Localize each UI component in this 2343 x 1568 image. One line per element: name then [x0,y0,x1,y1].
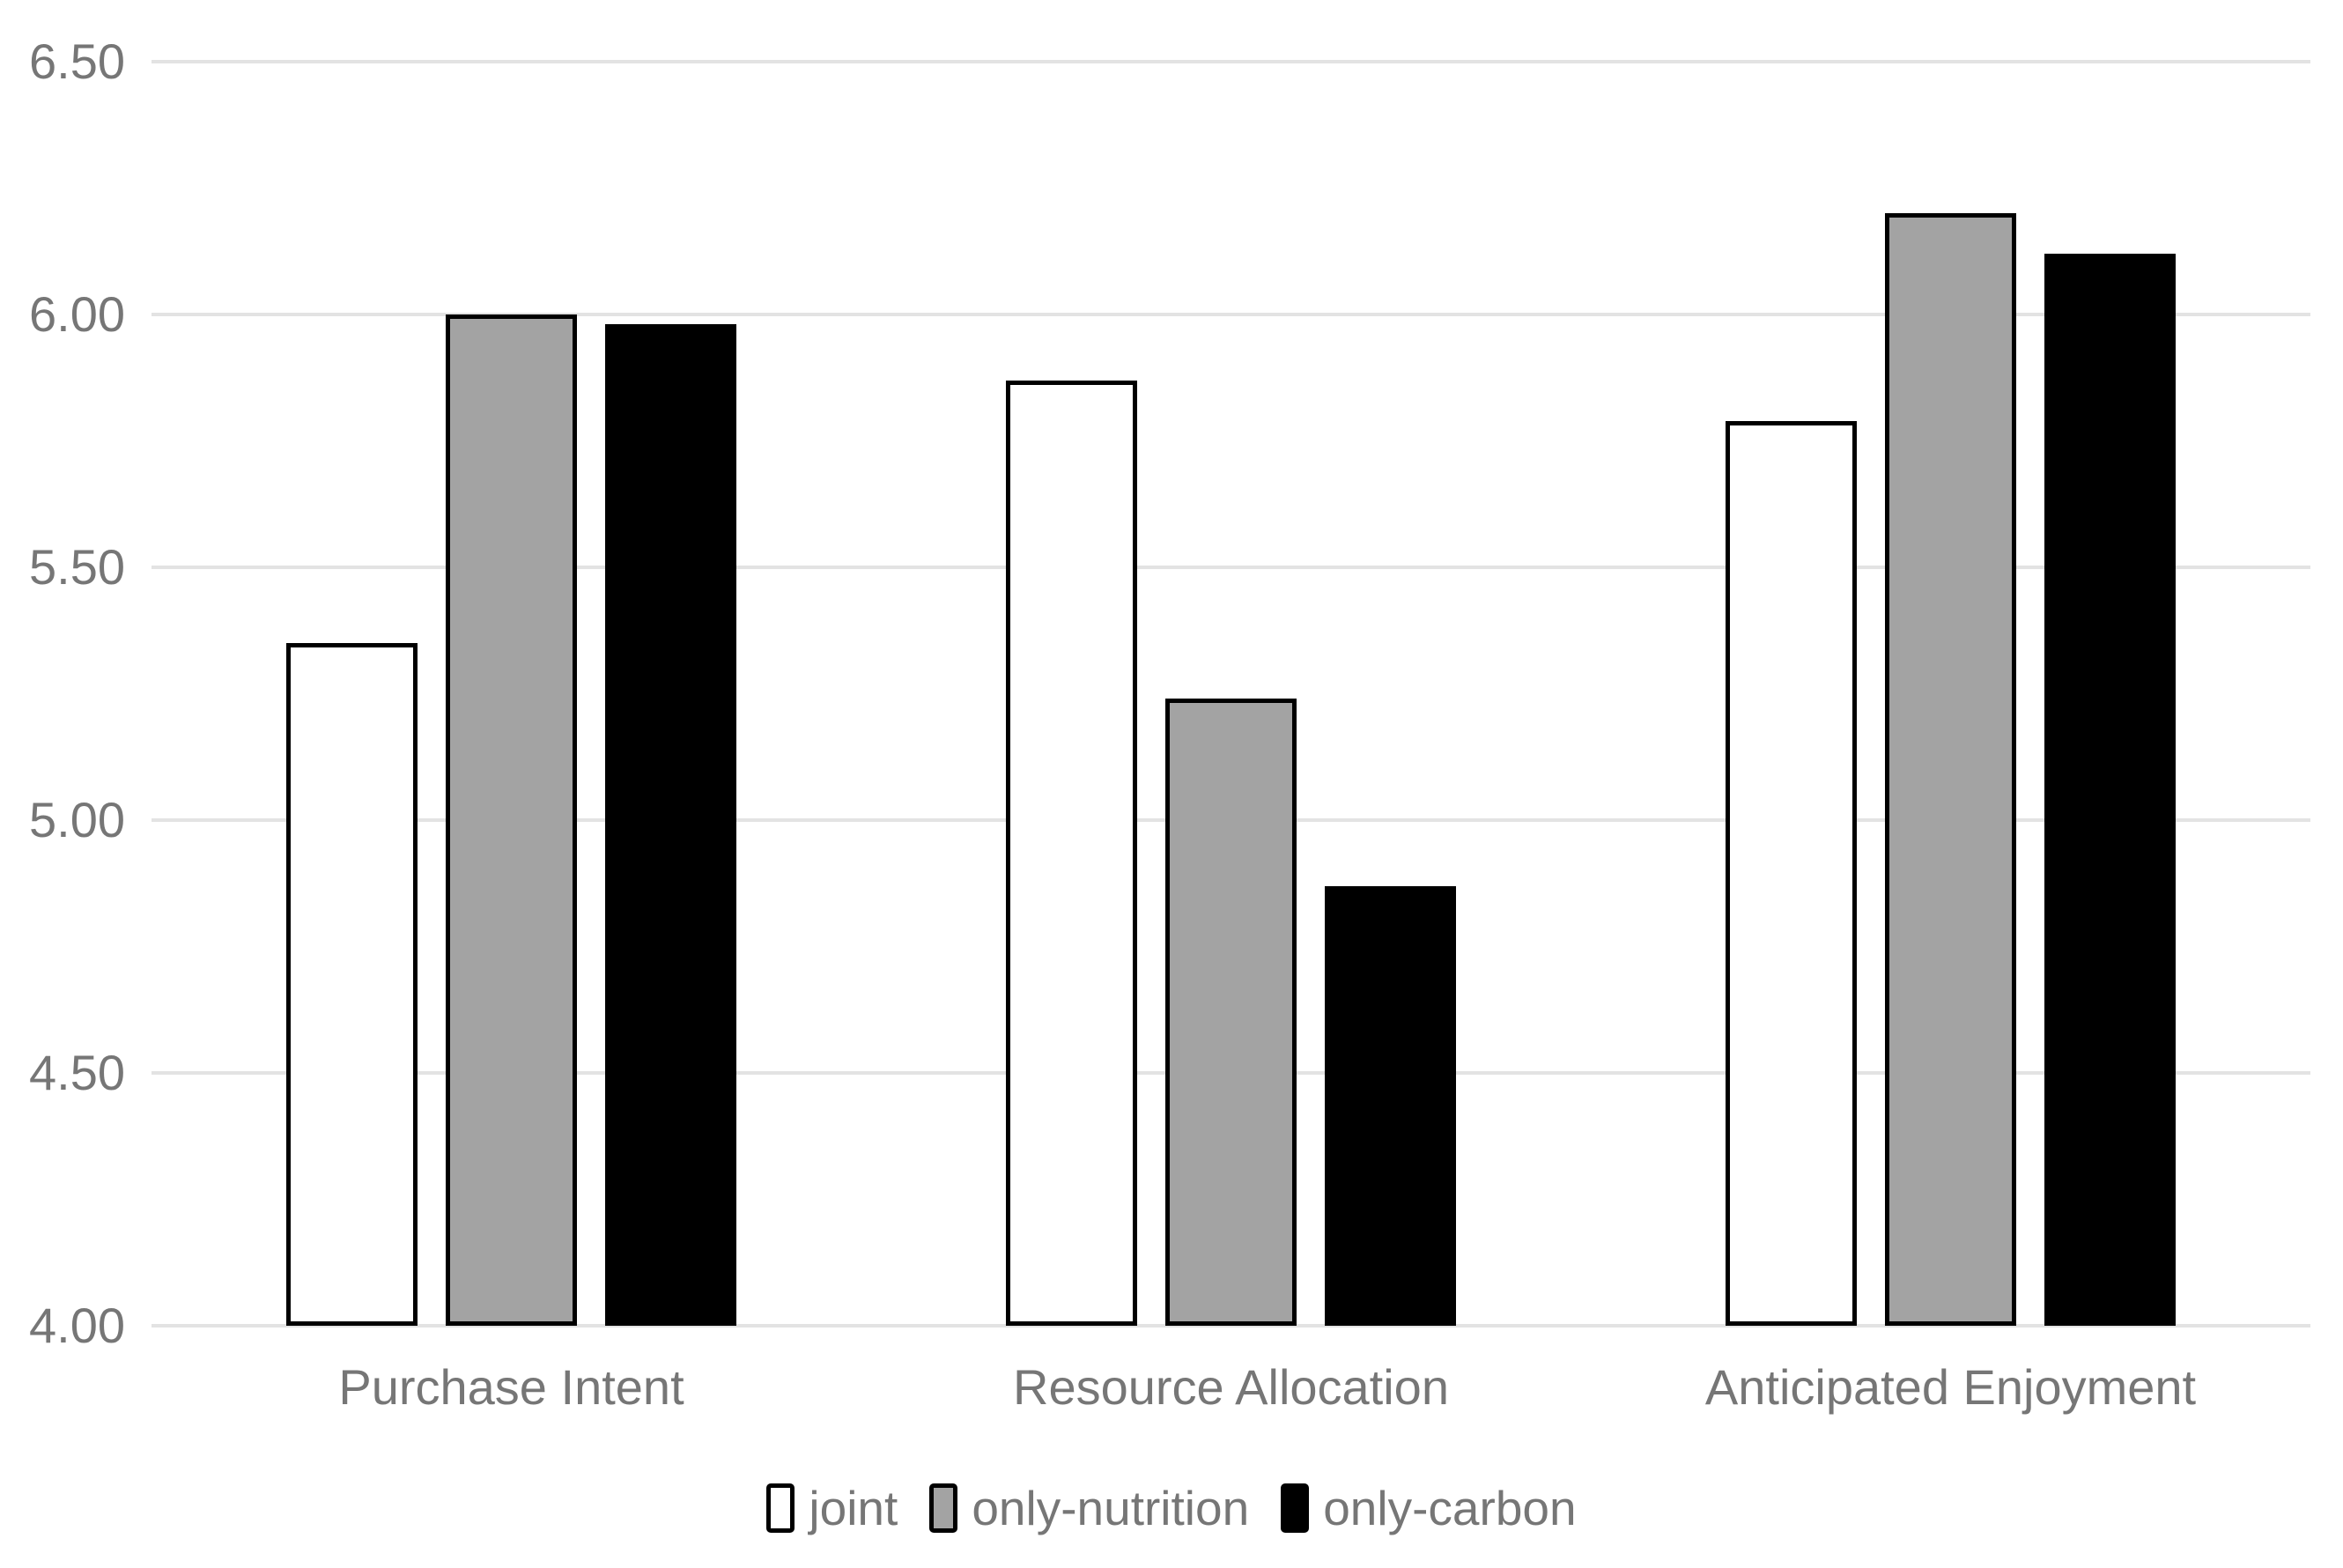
y-axis-tick-label: 4.00 [29,1298,125,1353]
bar-joint [286,643,418,1326]
legend-item-joint: joint [766,1482,898,1535]
x-axis-category-label: Purchase Intent [338,1359,684,1415]
y-axis-tick-label: 4.50 [29,1045,125,1100]
legend-label-only-nutrition: only-nutrition [972,1481,1250,1535]
bar-joint [1726,421,1857,1326]
legend-swatch-only-carbon [1281,1483,1310,1533]
bar-only-carbon [605,324,736,1326]
bar-only-carbon [2044,254,2176,1326]
legend-swatch-joint [766,1483,795,1533]
legend-swatch-only-nutrition [929,1483,958,1533]
x-axis-category-label: Resource Allocation [1013,1359,1449,1415]
y-axis-tick-label: 6.50 [29,33,125,89]
legend-item-only-nutrition: only-nutrition [929,1482,1249,1535]
y-axis-tick-label: 5.50 [29,539,125,595]
gridline [152,1324,2310,1328]
gridline [152,566,2310,569]
legend-label-joint: joint [809,1481,898,1535]
bar-only-nutrition [1165,699,1297,1326]
gridline [152,313,2310,316]
bar-only-carbon [1325,886,1456,1326]
legend: joint only-nutrition only-carbon [0,1482,2343,1535]
gridline [152,60,2310,63]
legend-item-only-carbon: only-carbon [1281,1481,1577,1535]
legend-label-only-carbon: only-carbon [1323,1481,1577,1535]
x-axis-category-label: Anticipated Enjoyment [1704,1359,2197,1415]
bar-only-nutrition [446,314,577,1326]
bar-only-nutrition [1885,213,2016,1326]
y-axis-tick-label: 5.00 [29,792,125,847]
bar-joint [1006,381,1137,1326]
y-axis-tick-label: 6.00 [29,286,125,342]
